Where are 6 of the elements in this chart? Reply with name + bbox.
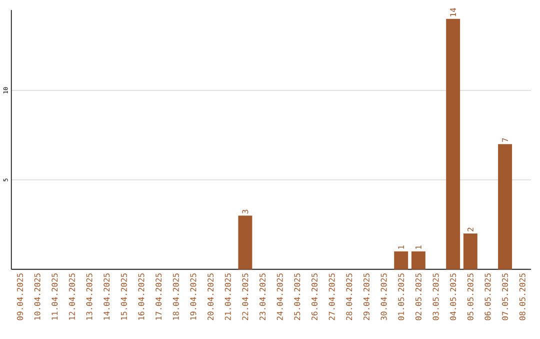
- bar: [411, 251, 426, 270]
- bar: [394, 251, 408, 270]
- bar: [463, 233, 478, 270]
- bar: [238, 216, 252, 270]
- bar: [446, 18, 460, 270]
- bar: [498, 144, 512, 270]
